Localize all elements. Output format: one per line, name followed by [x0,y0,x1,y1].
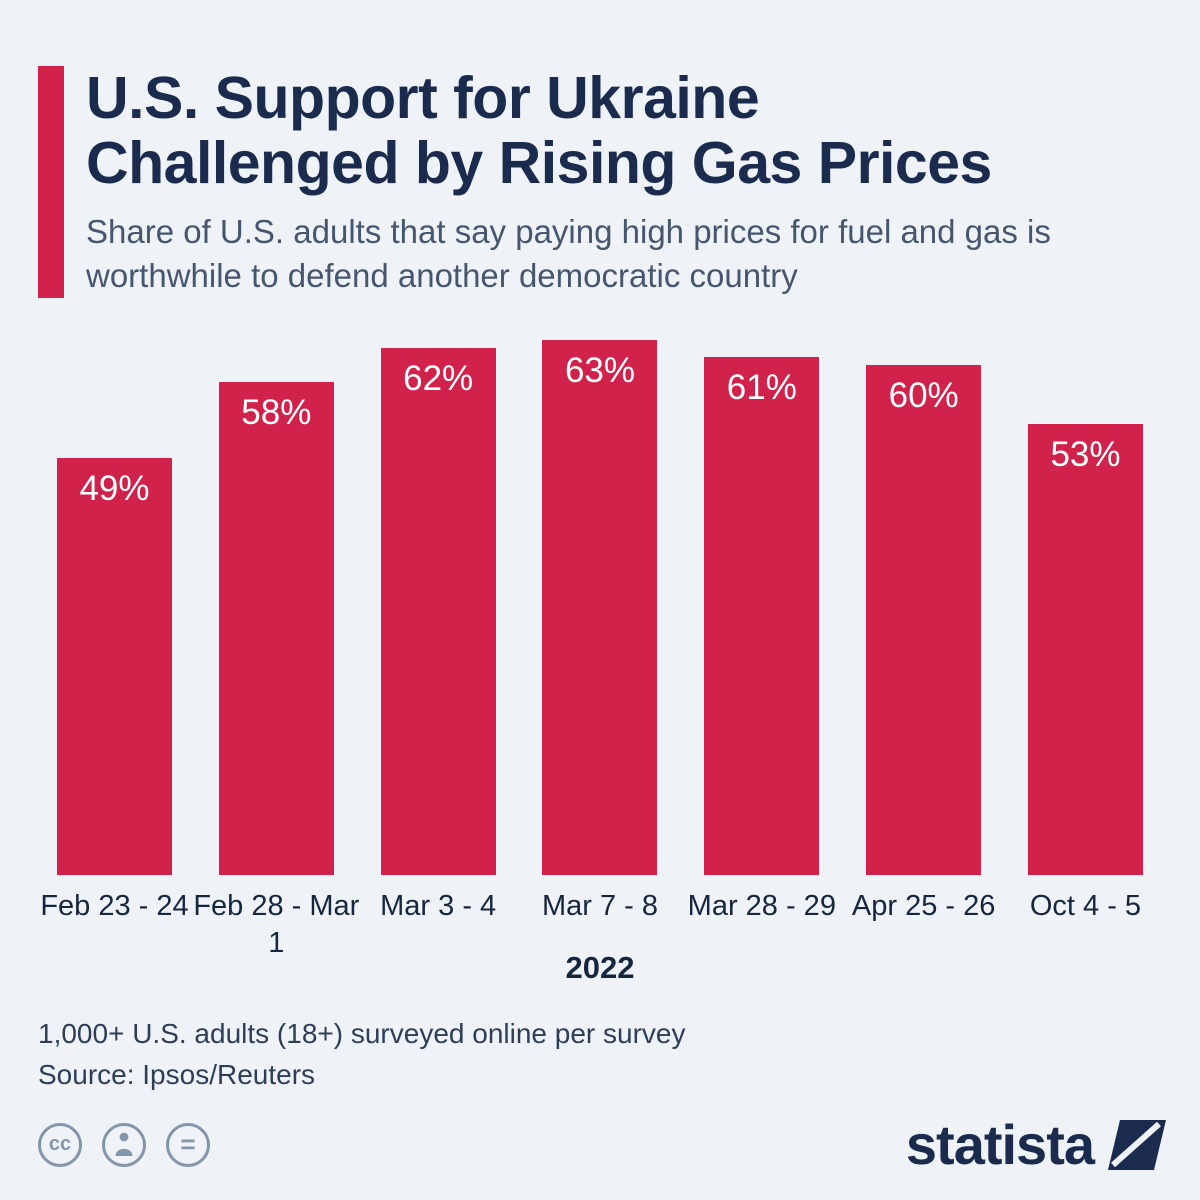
x-tick-cell: Feb 28 - Mar 1 [193,888,359,960]
chart-title-line2: Challenged by Rising Gas Prices [86,129,992,196]
footer: 1,000+ U.S. adults (18+) surveyed online… [0,1018,1200,1091]
bar-column: 49% [57,340,172,875]
x-tick-label: Mar 7 - 8 [541,889,658,922]
bar: 60% [866,365,982,875]
bar-value-label: 49% [79,469,150,509]
bar-value-label: 53% [1050,435,1121,475]
bar-column: 58% [218,340,334,875]
bar-column: 63% [542,339,658,875]
chart-title-line1: U.S. Support for Ukraine [86,65,760,131]
source-note: Source: Ipsos/Reuters [38,1058,316,1090]
bar-column: 61% [704,340,820,875]
bar-column: 60% [866,340,982,875]
bar: 53% [1027,424,1143,875]
x-tick-label: Mar 28 - 29 [687,889,836,922]
chart-title: U.S. Support for Ukraine Challenged by R… [86,66,1086,196]
bar: 58% [218,382,334,875]
x-tick-label: Apr 25 - 26 [851,889,996,922]
bar-value-label: 63% [564,350,636,390]
bar-value-label: 58% [241,393,312,432]
equals-icon: = [166,1122,210,1167]
bar: 61% [704,356,820,875]
x-tick-cell: Mar 28 - 29 [688,888,836,946]
person-glyph [115,1132,133,1157]
title-accent-bar [38,66,64,298]
bar: 49% [57,458,172,875]
bottom-row: cc = statista [0,1112,1200,1176]
x-tick-label: Feb 28 - Mar 1 [193,889,360,960]
license-icons: cc = [38,1122,210,1167]
bar-value-label: 61% [726,367,797,407]
statista-logo: statista [905,1112,1166,1176]
bar-chart: 49% 58% 62% 63% 61% 60% 53% Feb 23 - 24 Feb 28 … [0,339,1200,986]
bar: 63% [542,339,658,875]
bar-column: 53% [1027,340,1143,875]
statista-flag-icon [1108,1119,1166,1170]
x-tick-cell: Feb 23 - 24 [40,888,188,946]
x-axis-year-label: 2022 [565,949,635,985]
x-tick-cell: Mar 3 - 4 [380,888,496,946]
survey-note: 1,000+ U.S. adults (18+) surveyed online… [38,1017,686,1049]
x-tick-cell: Mar 7 - 8 [542,888,658,946]
x-tick-label: Mar 3 - 4 [380,889,497,922]
x-tick-label: Oct 4 - 5 [1029,889,1142,922]
header: U.S. Support for Ukraine Challenged by R… [0,0,1200,298]
bars-row: 49% 58% 62% 63% 61% 60% 53% [0,339,1200,875]
statista-wordmark: statista [905,1112,1095,1176]
bar-column: 62% [380,340,496,875]
bar-value-label: 62% [403,359,474,399]
x-tick-cell: Oct 4 - 5 [1028,888,1143,946]
attribution-person-icon [102,1122,146,1167]
x-tick-cell: Apr 25 - 26 [852,888,995,946]
bar: 62% [380,348,496,875]
bar-value-label: 60% [888,376,959,416]
chart-subtitle: Share of U.S. adults that say paying hig… [86,212,1051,294]
x-tick-label: Feb 23 - 24 [40,889,189,922]
x-axis-tick-labels: Feb 23 - 24 Feb 28 - Mar 1 Mar 3 - 4 Mar 7 … [0,888,1200,960]
cc-icon: cc [38,1122,82,1167]
